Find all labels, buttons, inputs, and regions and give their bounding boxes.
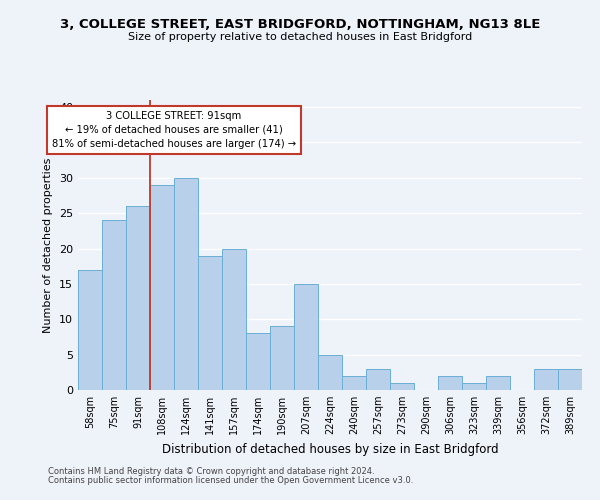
Y-axis label: Number of detached properties: Number of detached properties <box>43 158 53 332</box>
Text: Contains HM Land Registry data © Crown copyright and database right 2024.: Contains HM Land Registry data © Crown c… <box>48 467 374 476</box>
Bar <box>486 376 510 390</box>
Bar <box>198 256 222 390</box>
Bar <box>126 206 150 390</box>
Bar <box>342 376 366 390</box>
Text: 3, COLLEGE STREET, EAST BRIDGFORD, NOTTINGHAM, NG13 8LE: 3, COLLEGE STREET, EAST BRIDGFORD, NOTTI… <box>60 18 540 30</box>
Bar <box>318 354 342 390</box>
Bar <box>222 248 246 390</box>
Bar <box>462 383 486 390</box>
Text: Size of property relative to detached houses in East Bridgford: Size of property relative to detached ho… <box>128 32 472 42</box>
Bar <box>78 270 102 390</box>
Bar <box>174 178 198 390</box>
Bar <box>294 284 318 390</box>
Bar <box>270 326 294 390</box>
Bar <box>438 376 462 390</box>
Bar <box>390 383 414 390</box>
X-axis label: Distribution of detached houses by size in East Bridgford: Distribution of detached houses by size … <box>161 442 499 456</box>
Text: Contains public sector information licensed under the Open Government Licence v3: Contains public sector information licen… <box>48 476 413 485</box>
Bar <box>246 334 270 390</box>
Bar <box>558 369 582 390</box>
Text: 3 COLLEGE STREET: 91sqm
← 19% of detached houses are smaller (41)
81% of semi-de: 3 COLLEGE STREET: 91sqm ← 19% of detache… <box>52 110 296 148</box>
Bar <box>534 369 558 390</box>
Bar <box>150 185 174 390</box>
Bar <box>102 220 126 390</box>
Bar <box>366 369 390 390</box>
